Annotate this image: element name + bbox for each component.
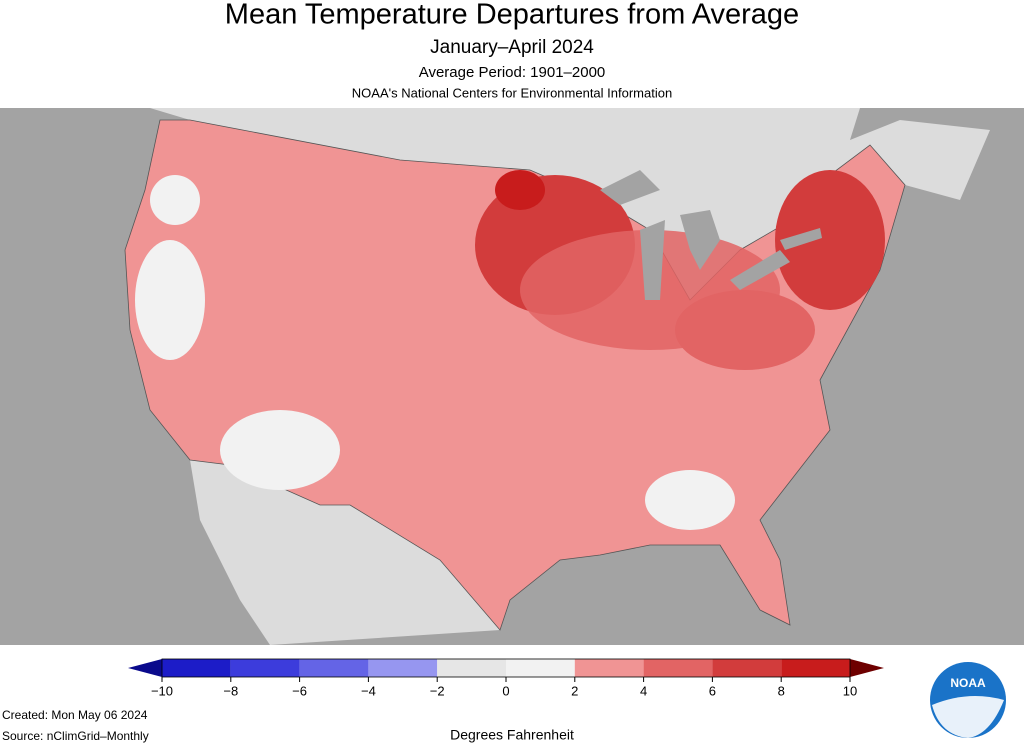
title: Mean Temperature Departures from Average xyxy=(225,0,799,31)
legend-label: Degrees Fahrenheit xyxy=(450,727,574,743)
tick-label: 2 xyxy=(571,683,578,698)
period: Average Period: 1901–2000 xyxy=(419,64,606,81)
region-near-normal xyxy=(135,240,205,360)
color-bin xyxy=(506,659,575,677)
color-bin xyxy=(368,659,438,677)
colorbar: −10 −8 −6 −4 −2 0 2 4 6 8 10 xyxy=(128,658,884,698)
over-arrow xyxy=(850,659,884,677)
region-warm xyxy=(495,170,545,210)
tick-label: −8 xyxy=(223,683,238,698)
source: Source: nClimGrid–Monthly xyxy=(2,729,149,743)
tick-label: −2 xyxy=(430,683,445,698)
tick-label: −10 xyxy=(151,683,173,698)
color-bin xyxy=(574,659,644,677)
color-bin xyxy=(437,659,506,677)
color-bin xyxy=(643,659,713,677)
map xyxy=(0,108,1024,645)
region-near-normal xyxy=(645,470,735,530)
color-bin xyxy=(712,659,782,677)
organization: NOAA's National Centers for Environmenta… xyxy=(352,85,672,100)
logo-wave xyxy=(932,696,1004,738)
tick-label: 0 xyxy=(502,683,509,698)
logo-text: NOAA xyxy=(950,676,986,690)
tick-label: −6 xyxy=(292,683,307,698)
created: Created: Mon May 06 2024 xyxy=(2,708,148,722)
noaa-logo: NOAA xyxy=(930,662,1006,738)
tick-label: 4 xyxy=(640,683,647,698)
tick-label: 8 xyxy=(778,683,785,698)
tick-label: −4 xyxy=(361,683,376,698)
region-near-normal xyxy=(220,410,340,490)
region-near-normal xyxy=(150,175,200,225)
subtitle: January–April 2024 xyxy=(430,37,594,58)
under-arrow xyxy=(128,659,162,677)
canada xyxy=(150,108,990,300)
great-lakes xyxy=(600,170,822,300)
region-warm xyxy=(675,290,815,370)
tick-label: 6 xyxy=(709,683,716,698)
tick-label: 10 xyxy=(843,683,857,698)
color-bin xyxy=(781,659,850,677)
color-bin xyxy=(299,659,369,677)
color-bin xyxy=(230,659,300,677)
mexico xyxy=(190,460,500,645)
color-bin xyxy=(162,659,231,677)
region-warm xyxy=(775,170,885,310)
